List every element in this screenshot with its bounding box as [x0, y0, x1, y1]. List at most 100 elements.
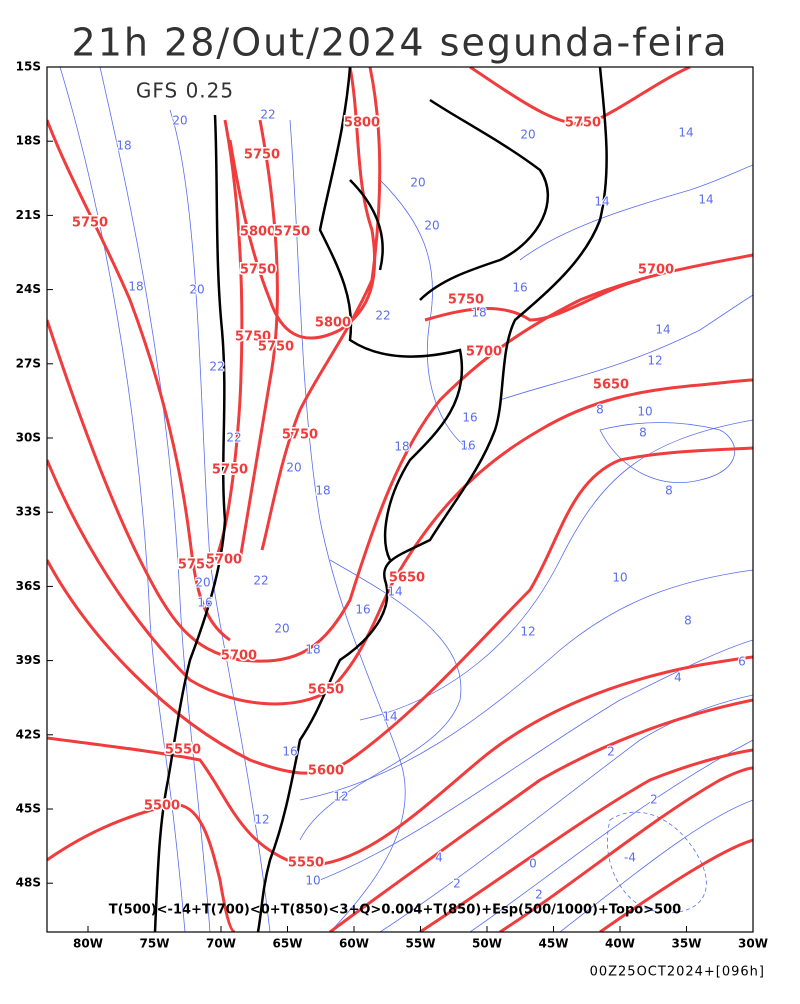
lat-label: 45S — [16, 802, 41, 816]
temperature-label: 20 — [189, 283, 204, 297]
lon-label: 80W — [73, 937, 103, 951]
temperature-label: 8 — [596, 403, 604, 417]
thickness-label: 5650 — [593, 378, 629, 393]
thickness-label: 5650 — [308, 683, 344, 698]
lon-label: 45W — [539, 937, 569, 951]
thickness-label: 5600 — [308, 764, 344, 779]
temperature-label: 22 — [260, 108, 275, 122]
temperature-label: 2 — [650, 793, 658, 807]
temperature-label: 14 — [678, 126, 693, 140]
temperature-label: 22 — [375, 309, 390, 323]
temperature-label: 20 — [172, 114, 187, 128]
thickness-label: 5700 — [206, 553, 242, 568]
temperature-label: 16 — [460, 439, 475, 453]
lon-label: 30W — [738, 937, 768, 951]
thickness-label: 5800 — [240, 225, 276, 240]
thickness-label: 5750 — [240, 263, 276, 278]
thickness-label: 5700 — [638, 263, 674, 278]
thickness-label: 5650 — [389, 571, 425, 586]
temperature-label: 12 — [647, 354, 662, 368]
lat-label: 24S — [16, 282, 41, 296]
thickness-label: 5550 — [165, 743, 201, 758]
temperature-label: 18 — [394, 440, 409, 454]
lat-label: 42S — [16, 727, 41, 741]
temperature-label: 22 — [209, 360, 224, 374]
lat-label: 33S — [16, 505, 41, 519]
lat-label: 15S — [16, 60, 41, 74]
temperature-label: 18 — [116, 139, 131, 153]
thickness-label: 5750 — [178, 558, 214, 573]
thickness-label: 5700 — [466, 345, 502, 360]
lat-label: 48S — [16, 876, 41, 890]
lon-label: 60W — [339, 937, 369, 951]
temperature-label: 16 — [512, 281, 527, 295]
temperature-label: 8 — [639, 426, 647, 440]
temperature-label: 16 — [355, 603, 370, 617]
lon-label: 75W — [140, 937, 170, 951]
temperature-label: 20 — [410, 176, 425, 190]
coastlines — [153, 67, 608, 932]
temperature-label: 18 — [305, 643, 320, 657]
temperature-label: 10 — [305, 874, 320, 888]
thickness-label: 5500 — [144, 799, 180, 814]
temperature-label: 10 — [637, 405, 652, 419]
thickness-label: 5800 — [344, 116, 380, 131]
temperature-label: 16 — [282, 745, 297, 759]
lon-label: 55W — [406, 937, 436, 951]
temperature-label: 6 — [738, 655, 746, 669]
temperature-contours — [59, 67, 753, 932]
temperature-label: 18 — [471, 306, 486, 320]
temperature-label: 2 — [453, 877, 461, 891]
temperature-label: -4 — [624, 851, 636, 865]
lon-label: 50W — [472, 937, 502, 951]
labels: 15S 18S 21S 24S 27S 30S 33S 36S 39S 42S 45S 48S 80W 7… — [16, 60, 768, 951]
lon-label: 70W — [206, 937, 236, 951]
legend-text: T(500)<-14+T(700)<0+T(850)<3+Q>0.004+T(8… — [109, 903, 681, 918]
temperature-label: 2 — [535, 888, 543, 902]
thickness-label: 5750 — [258, 340, 294, 355]
thickness-label: 5750 — [282, 428, 318, 443]
lat-label: 21S — [16, 208, 41, 222]
temperature-label: 18 — [128, 280, 143, 294]
lon-label: 65W — [273, 937, 303, 951]
temperature-label: 16 — [462, 411, 477, 425]
lat-label: 39S — [16, 653, 41, 667]
contours — [47, 67, 753, 932]
thickness-label: 5800 — [315, 316, 351, 331]
temperature-label: 18 — [315, 484, 330, 498]
thickness-label: 5750 — [244, 148, 280, 163]
temperature-label: 4 — [435, 851, 443, 865]
temperature-label: 16 — [197, 596, 212, 610]
temperature-label: 12 — [333, 790, 348, 804]
temperature-label: 10 — [612, 571, 627, 585]
temperature-label: 14 — [594, 195, 609, 209]
temperature-label: 20 — [286, 461, 301, 475]
temperature-label: 14 — [655, 323, 670, 337]
thickness-label: 5700 — [221, 649, 257, 664]
map-title: 21h 28/Out/2024 segunda-feira — [72, 21, 729, 65]
lon-label: 35W — [672, 937, 702, 951]
temperature-label: 22 — [253, 574, 268, 588]
temperature-label: 12 — [520, 625, 535, 639]
temperature-label: 14 — [387, 585, 402, 599]
thickness-label: 5750 — [212, 463, 248, 478]
thickness-label: 5550 — [288, 856, 324, 871]
temperature-label: 12 — [254, 813, 269, 827]
plot-frame — [46, 66, 754, 933]
lat-label: 18S — [16, 134, 41, 148]
footer-text: 00Z25OCT2024+[096h] — [590, 965, 765, 980]
temperature-label: 20 — [424, 219, 439, 233]
temperature-label: 20 — [195, 576, 210, 590]
temperature-label: 2 — [607, 745, 615, 759]
lat-label: 27S — [16, 356, 41, 370]
thickness-contours — [47, 67, 753, 932]
model-label: GFS 0.25 — [136, 79, 234, 103]
thickness-label: 5750 — [565, 116, 601, 131]
temperature-label: 0 — [529, 857, 537, 871]
lat-label: 36S — [16, 579, 41, 593]
temperature-label: 14 — [382, 710, 397, 724]
temperature-label: 20 — [274, 622, 289, 636]
temperature-label: 8 — [665, 484, 673, 498]
thickness-label: 5750 — [72, 216, 108, 231]
